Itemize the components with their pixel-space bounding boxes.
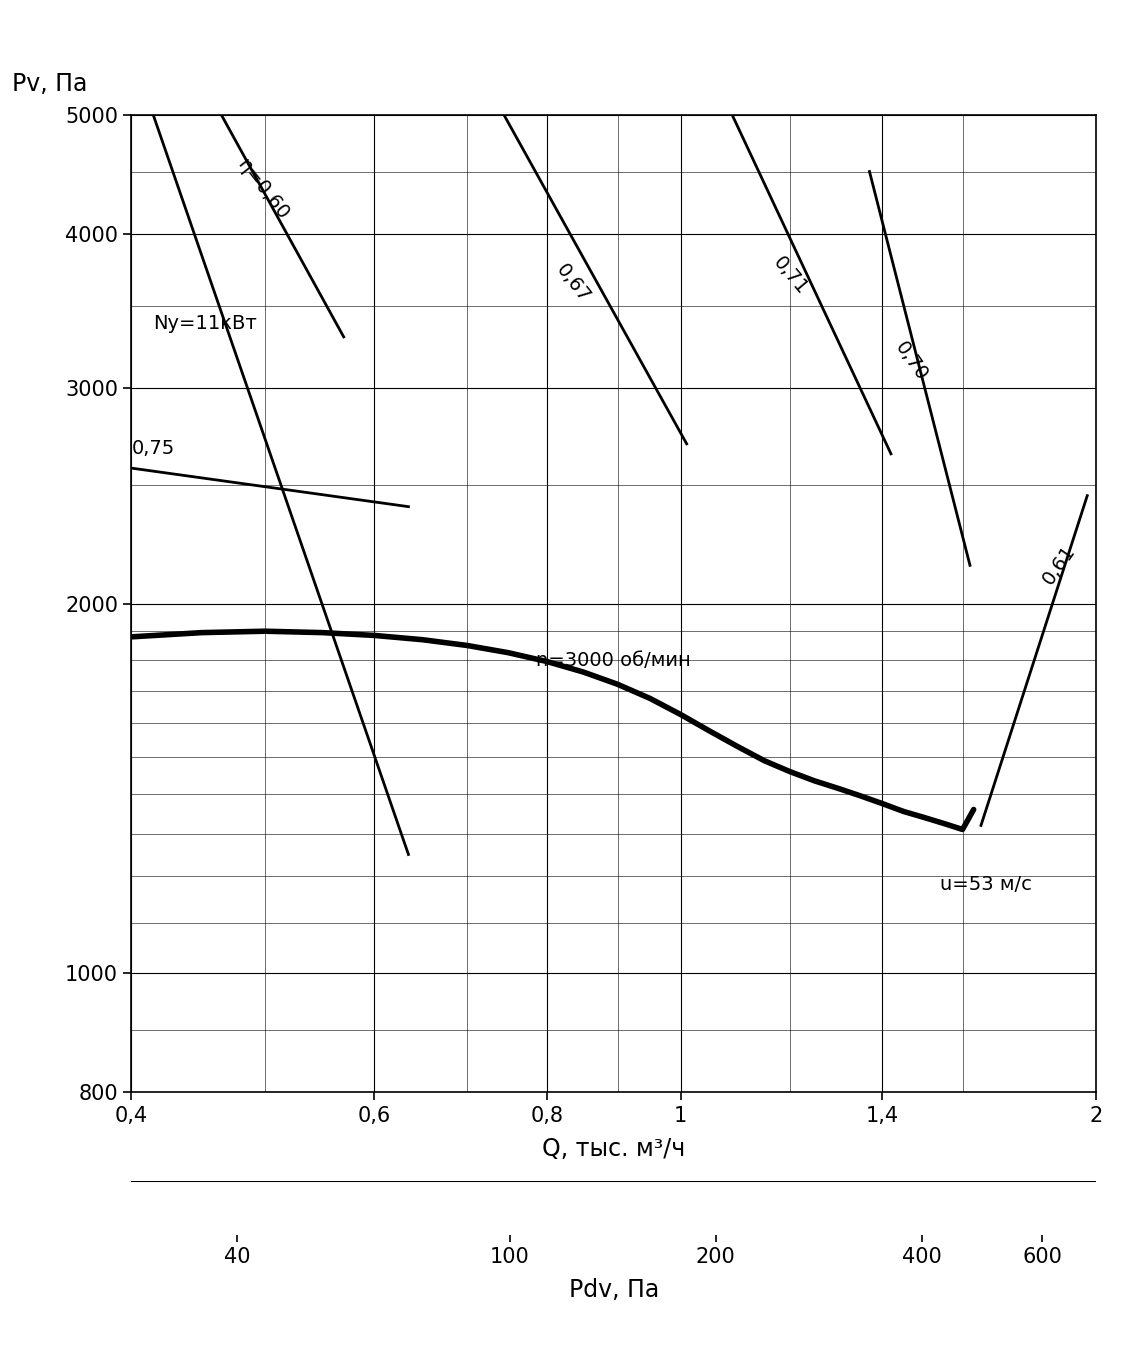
Text: u=53 м/с: u=53 м/с [940,875,1031,894]
Text: 0,71: 0,71 [769,254,811,299]
Text: 0,61: 0,61 [1039,543,1079,589]
Text: 0,67: 0,67 [552,261,594,305]
Text: Ny=11кВт: Ny=11кВт [153,313,257,332]
X-axis label: Pdv, Па: Pdv, Па [569,1278,659,1301]
Text: n=3000 об/мин: n=3000 об/мин [536,650,690,669]
Y-axis label: Pv, Па: Pv, Па [11,72,87,96]
Text: 0,75: 0,75 [131,438,175,457]
Text: η=0,60: η=0,60 [233,156,292,224]
Text: 0,70: 0,70 [892,339,932,385]
X-axis label: Q, тыс. м³/ч: Q, тыс. м³/ч [542,1137,685,1160]
